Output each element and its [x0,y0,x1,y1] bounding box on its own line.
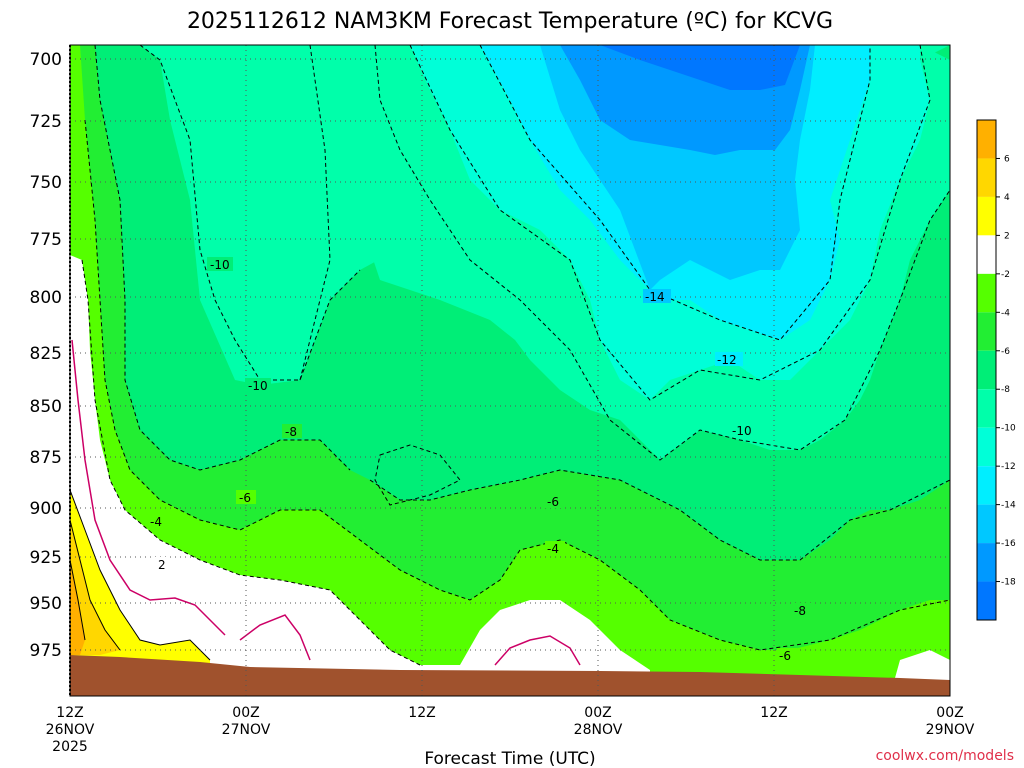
svg-text:-14: -14 [645,290,665,304]
y-tick-label: 700 [30,50,62,70]
colorbar-label: 2 [1004,231,1010,241]
contour-label: -12 [715,352,743,367]
x-tick-date: 29NOV [926,722,975,738]
x-axis: 12Z 26NOV 2025 00Z 27NOV 12Z 00Z 28NOV 1… [46,705,975,755]
colorbar-swatch [977,504,996,544]
plot-area [70,45,950,696]
contour-label: -6 [777,648,797,663]
watermark: coolwx.com/models [876,748,1014,764]
y-tick-label: 950 [30,594,62,614]
colorbar-label: -10 [1001,424,1016,434]
colorbar-swatch [977,312,996,351]
svg-text:-12: -12 [717,353,737,367]
colorbar-swatch [977,350,996,390]
x-axis-title: Forecast Time (UTC) [424,749,595,768]
x-tick-label: 00Z [936,705,963,721]
x-tick-label: 12Z [56,705,83,721]
x-tick-date: 27NOV [222,722,271,738]
grid [70,45,950,696]
colorbar-label: -2 [1001,270,1010,280]
region-6-to-8 [70,560,85,655]
colorbar-swatch [977,581,996,620]
x-tick-label: 00Z [584,705,611,721]
colorbar-swatch [977,389,996,428]
colorbar-label: 6 [1004,154,1010,164]
y-tick-label: 725 [30,112,62,132]
svg-text:-10: -10 [210,258,230,272]
colorbar-swatch [977,466,996,505]
contour-label: -8 [282,424,302,439]
contour-lines-positive [70,489,211,661]
colorbar-swatch [977,273,996,313]
svg-text:-8: -8 [285,425,297,439]
x-tick-date: 26NOV [46,722,95,738]
colorbar-label: -12 [1001,462,1016,472]
contour-labels: -10 -10 -8 -6 -4 2 -14 -12 -10 -6 -4 -8 … [147,257,812,663]
contour-label: -6 [236,490,256,505]
x-tick-label: 12Z [760,705,787,721]
y-tick-label: 900 [30,499,62,519]
y-tick-label: 975 [30,641,62,661]
svg-text:-4: -4 [547,542,559,556]
x-tick-date: 28NOV [574,722,623,738]
y-tick-label: 875 [30,448,62,468]
contour-label: -8 [792,603,812,618]
contour-label: 2 [155,557,169,572]
chart-title: 2025112612 NAM3KM Forecast Temperature (… [187,9,833,34]
x-tick-label: 00Z [232,705,259,721]
contour-label: -10 [207,257,233,272]
y-tick-label: 850 [30,397,62,417]
svg-text:-6: -6 [779,649,791,663]
colorbar-swatch [977,120,996,159]
contour-label: -10 [245,378,271,393]
svg-text:-10: -10 [248,379,268,393]
region-4-to-6 [70,520,120,655]
y-axis: 700 725 750 775 800 825 850 875 900 925 … [30,50,62,661]
contour-label: -14 [643,289,671,304]
contour-label: -4 [147,514,167,529]
svg-text:-8: -8 [794,604,806,618]
colorbar-label: -6 [1001,347,1010,357]
svg-text:-4: -4 [150,515,162,529]
svg-text:-6: -6 [547,495,559,509]
y-tick-label: 825 [30,344,62,364]
x-tick-label: 12Z [408,705,435,721]
contour-label: -10 [730,423,758,438]
colorbar-swatch [977,196,996,236]
colorbar-swatch [977,158,996,197]
contour-label: -4 [545,541,565,556]
colorbar-swatch [977,427,996,467]
y-tick-label: 925 [30,548,62,568]
region-minus2-to-2 [70,255,650,696]
region-minus20-to-minus18 [600,45,800,90]
x-tick-year: 2025 [52,739,88,755]
colorbar-label: -14 [1001,501,1016,511]
colorbar-label: -16 [1001,539,1016,549]
colorbar-label: -8 [1001,385,1010,395]
svg-text:-6: -6 [239,491,251,505]
colorbar-label: -4 [1001,308,1010,318]
svg-text:-10: -10 [732,424,752,438]
colorbar-label: -18 [1001,578,1016,588]
y-tick-label: 750 [30,173,62,193]
colorbar: 6 4 2 -2 -4 -6 -8 -10 -12 -14 -16 -18 [976,119,1016,621]
y-tick-label: 800 [30,288,62,308]
y-tick-label: 775 [30,230,62,250]
contour-label: -6 [545,494,565,509]
freezing-lines [71,339,581,666]
contour-lines-negative [81,45,950,666]
colorbar-swatch [977,235,996,274]
colorbar-swatch [977,543,996,582]
svg-text:2: 2 [158,558,166,572]
region-minus10-to-minus8-overlay [160,45,330,385]
region-minus4-to-minus2 [70,45,950,696]
colorbar-label: 4 [1004,193,1010,203]
terrain [70,655,950,696]
colorbar-frame [976,119,997,621]
